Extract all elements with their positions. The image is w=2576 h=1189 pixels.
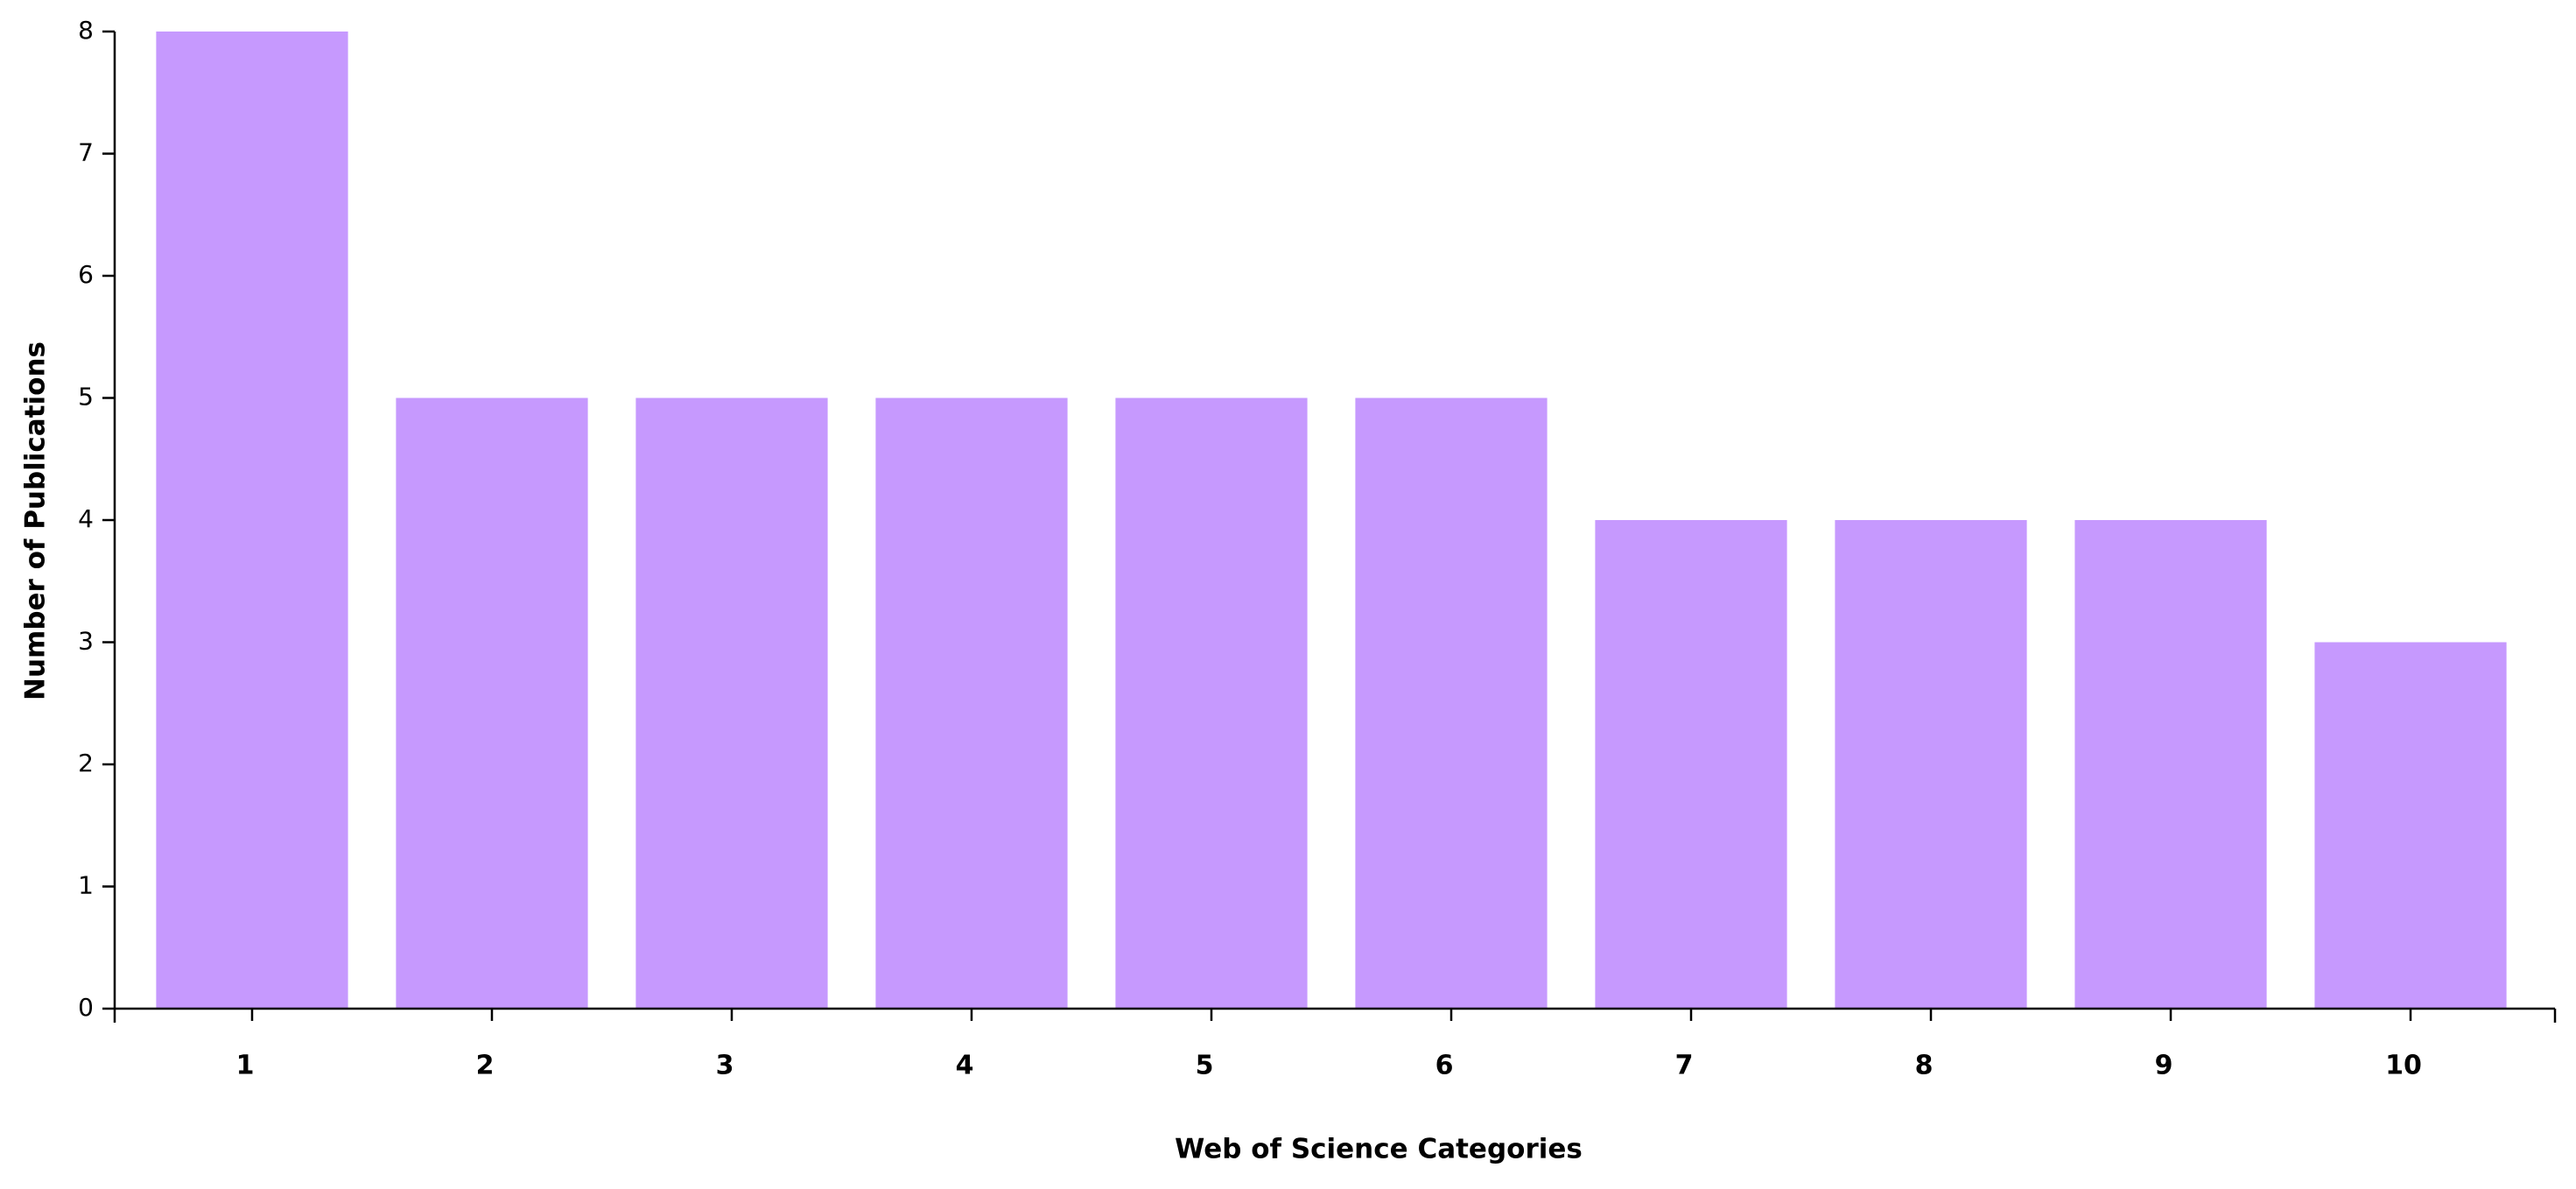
x-tick-label: 4 [956, 1051, 974, 1081]
bar [1595, 520, 1787, 1009]
bar [875, 398, 1068, 1009]
bar [2074, 520, 2267, 1009]
bar [1115, 398, 1308, 1009]
x-axis-title: Web of Science Categories [1175, 1134, 1583, 1165]
bar [156, 32, 348, 1009]
x-tick-label: 2 [476, 1051, 495, 1081]
bar [1835, 520, 2027, 1009]
y-tick-label: 3 [78, 627, 94, 656]
x-tick-label: 7 [1675, 1051, 1694, 1081]
x-tick-label: 3 [716, 1051, 734, 1081]
y-tick-label: 0 [78, 993, 94, 1022]
bar [1355, 398, 1548, 1009]
y-tick-label: 4 [78, 504, 94, 533]
x-tick-label: 1 [236, 1051, 255, 1081]
y-tick-label: 8 [78, 16, 94, 45]
y-tick-label: 6 [78, 260, 94, 289]
y-tick-label: 5 [78, 383, 94, 412]
y-tick-label: 2 [78, 749, 94, 777]
y-tick-label: 7 [78, 138, 94, 167]
x-tick-label: 6 [1435, 1051, 1454, 1081]
y-axis-title: Number of Publications [20, 341, 52, 700]
x-tick-label: 9 [2155, 1051, 2173, 1081]
x-tick-label: 5 [1196, 1051, 1214, 1081]
x-tick-label: 8 [1915, 1051, 1934, 1081]
bar [635, 398, 828, 1009]
bar [396, 398, 588, 1009]
x-tick-label: 10 [2385, 1051, 2422, 1081]
y-tick-label: 1 [78, 871, 94, 900]
bar [2314, 642, 2507, 1009]
